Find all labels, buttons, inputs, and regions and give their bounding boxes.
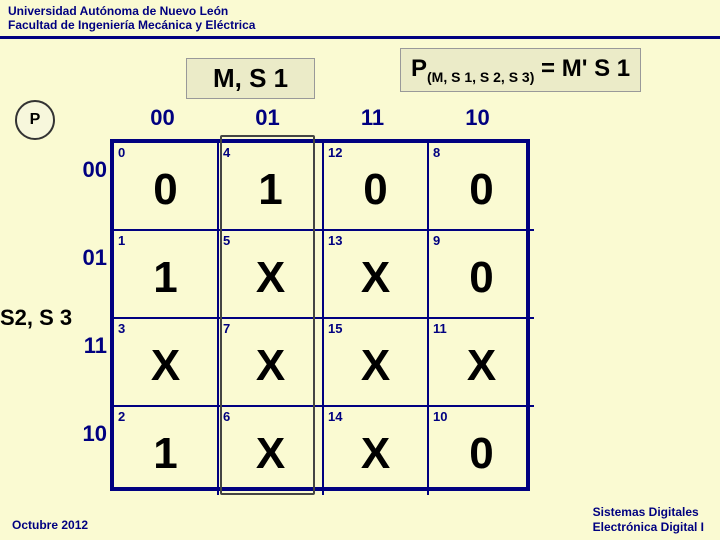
cell-index: 3 xyxy=(118,321,125,336)
cell-value: X xyxy=(219,253,322,303)
header-line-1: Universidad Autónoma de Nuevo León xyxy=(8,4,712,18)
cell-index: 6 xyxy=(223,409,230,424)
footer-right-line-2: Electrónica Digital I xyxy=(593,520,704,534)
cell-value: X xyxy=(324,429,427,479)
cell-value: 0 xyxy=(324,165,427,215)
equation-func: P xyxy=(411,55,427,82)
col-header-3: 10 xyxy=(425,105,530,131)
cell-index: 5 xyxy=(223,233,230,248)
top-variable-label: M, S 1 xyxy=(186,58,315,99)
cell-index: 9 xyxy=(433,233,440,248)
cell-index: 15 xyxy=(328,321,342,336)
kmap-cell: 5X xyxy=(219,231,324,319)
kmap-cell: 15 X xyxy=(324,319,429,407)
kmap-cell: 21 xyxy=(114,407,219,495)
row-header-3: 10 xyxy=(65,421,107,447)
cell-value: 0 xyxy=(429,429,534,479)
cell-value: 0 xyxy=(429,165,534,215)
cell-value: 1 xyxy=(114,429,217,479)
page-header: Universidad Autónoma de Nuevo León Facul… xyxy=(0,0,720,39)
cell-index: 12 xyxy=(328,145,342,160)
cell-index: 8 xyxy=(433,145,440,160)
cell-value: 1 xyxy=(114,253,217,303)
cell-index: 4 xyxy=(223,145,230,160)
cell-index: 13 xyxy=(328,233,342,248)
equation: P(M, S 1, S 2, S 3) = M' S 1 xyxy=(400,48,641,92)
kmap-cell: 3X xyxy=(114,319,219,407)
footer-right: Sistemas Digitales Electrónica Digital I xyxy=(593,505,704,534)
header-line-2: Facultad de Ingeniería Mecánica y Eléctr… xyxy=(8,18,712,32)
row-header-1: 01 xyxy=(65,245,107,271)
kmap-cell: 120 xyxy=(324,143,429,231)
footer-left: Octubre 2012 xyxy=(12,518,88,532)
kmap-cell: 00 xyxy=(114,143,219,231)
cell-value: 0 xyxy=(114,165,217,215)
kmap-cell: 6X xyxy=(219,407,324,495)
kmap-cell: 13 X xyxy=(324,231,429,319)
cell-value: 1 xyxy=(219,165,322,215)
cell-value: X xyxy=(219,429,322,479)
side-variable-label: S2, S 3 xyxy=(0,305,72,331)
cell-index: 1 xyxy=(118,233,125,248)
cell-value: 0 xyxy=(429,253,534,303)
row-header-0: 00 xyxy=(65,157,107,183)
cell-value: X xyxy=(324,253,427,303)
equation-rhs: = M' S 1 xyxy=(534,55,630,82)
kmap-cell: 14 X xyxy=(324,407,429,495)
kmap-cell: 100 xyxy=(429,407,534,495)
cell-index: 0 xyxy=(118,145,125,160)
equation-sub: (M, S 1, S 2, S 3) xyxy=(427,69,534,85)
kmap-cell: 11 xyxy=(114,231,219,319)
cell-value: X xyxy=(114,341,217,391)
kmap-cell: 41 xyxy=(219,143,324,231)
kmap-cell: 7X xyxy=(219,319,324,407)
kmap: 00 01 11 10 00 01 11 10 00 41 120 80 11 … xyxy=(65,105,110,139)
col-header-1: 01 xyxy=(215,105,320,131)
kmap-cell: 11 X xyxy=(429,319,534,407)
footer-right-line-1: Sistemas Digitales xyxy=(593,505,704,519)
cell-value: X xyxy=(429,341,534,391)
col-header-0: 00 xyxy=(110,105,215,131)
kmap-grid: 00 41 120 80 11 5X 13X 90 3X 7X 15X 11X … xyxy=(110,139,530,491)
cell-index: 14 xyxy=(328,409,342,424)
col-header-2: 11 xyxy=(320,105,425,131)
row-header-2: 11 xyxy=(65,333,107,359)
kmap-cell: 80 xyxy=(429,143,534,231)
cell-index: 7 xyxy=(223,321,230,336)
cell-index: 2 xyxy=(118,409,125,424)
cell-index: 11 xyxy=(433,321,447,336)
cell-value: X xyxy=(324,341,427,391)
kmap-cell: 90 xyxy=(429,231,534,319)
cell-value: X xyxy=(219,341,322,391)
output-variable-circle: P xyxy=(15,100,55,140)
cell-index: 10 xyxy=(433,409,447,424)
